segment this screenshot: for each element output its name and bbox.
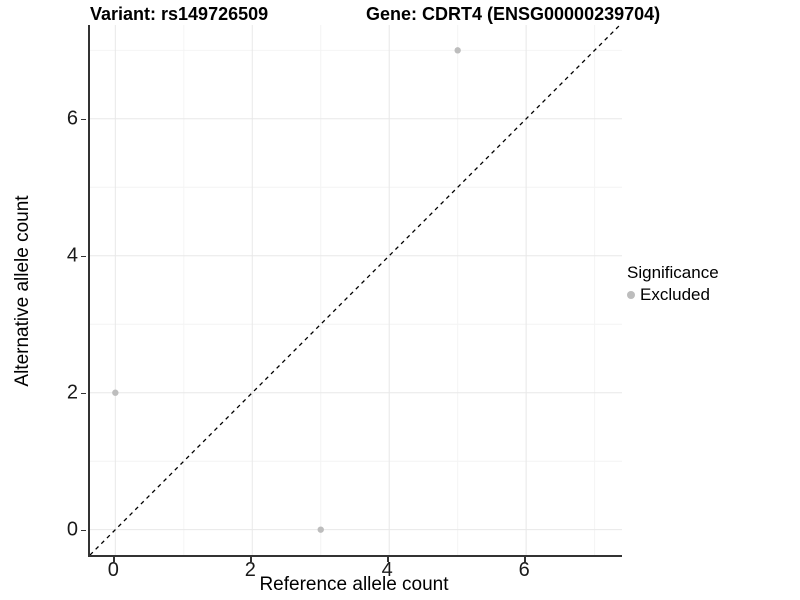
data-point <box>317 526 324 533</box>
x-tick-label: 4 <box>381 559 393 581</box>
legend-item: Excluded <box>627 285 719 305</box>
y-tick-mark <box>81 392 86 395</box>
legend-title: Significance <box>627 263 719 282</box>
x-tick-mark <box>524 557 526 562</box>
legend-items: Excluded <box>627 285 719 305</box>
y-tick-label: 0 <box>66 518 78 541</box>
legend-key-point-icon <box>627 291 635 299</box>
legend-item-label: Excluded <box>640 285 710 304</box>
y-tick-mark <box>81 529 86 532</box>
plot-title-gene: Gene: CDRT4 (ENSG00000239704) <box>366 4 661 24</box>
x-tick-label: 2 <box>244 559 256 581</box>
plot-title-variant: Variant: rs149726509 <box>90 4 269 24</box>
x-tick-mark <box>250 557 252 562</box>
data-point <box>454 47 461 54</box>
data-point <box>112 389 119 396</box>
x-axis-title: Reference allele count <box>259 574 449 595</box>
y-tick-label: 4 <box>66 244 78 267</box>
y-tick-label: 2 <box>66 381 78 404</box>
x-tick-label: 0 <box>107 559 119 581</box>
identity-reference-line <box>90 25 621 555</box>
legend: Significance Excluded <box>627 263 719 305</box>
y-tick-mark <box>81 255 86 258</box>
y-tick-mark <box>81 118 86 121</box>
plot-canvas <box>90 25 622 555</box>
y-tick-label: 6 <box>66 107 78 130</box>
plot-panel <box>88 25 622 557</box>
y-axis-title: Alternative allele count <box>12 195 33 387</box>
x-tick-mark <box>113 557 115 562</box>
x-tick-mark <box>387 557 389 562</box>
x-tick-label: 6 <box>518 559 530 581</box>
